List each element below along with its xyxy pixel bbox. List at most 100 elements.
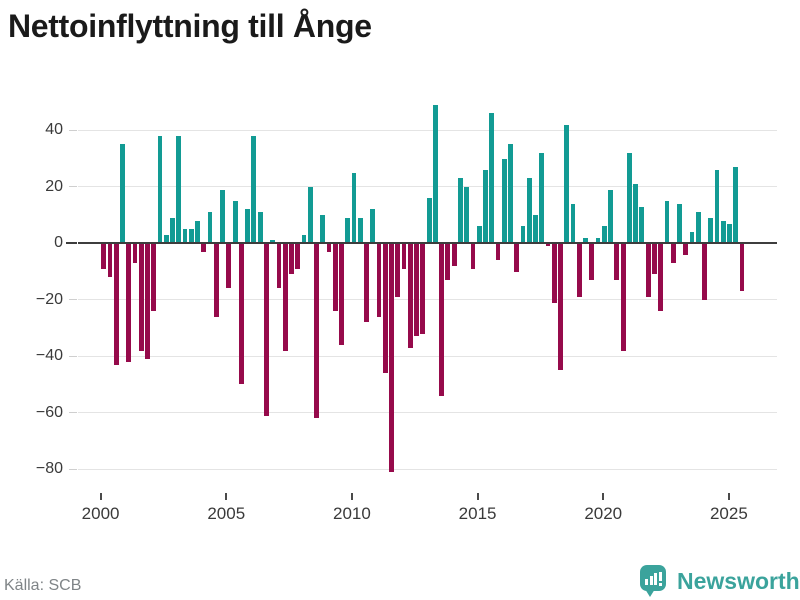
bar — [157, 136, 163, 244]
bar — [257, 212, 263, 244]
bar — [314, 243, 319, 419]
bar — [664, 200, 670, 244]
bar — [551, 243, 557, 303]
bar — [238, 243, 244, 385]
bar — [195, 220, 200, 244]
gridline — [78, 412, 777, 414]
bar — [264, 243, 269, 416]
bar — [626, 152, 632, 244]
bar — [514, 243, 520, 272]
bar — [226, 243, 232, 289]
bar — [126, 243, 132, 362]
bar — [576, 243, 582, 297]
bar — [445, 243, 451, 280]
bar — [401, 243, 407, 269]
source-label: Källa: SCB — [4, 577, 82, 594]
bar — [420, 243, 426, 334]
bar — [332, 243, 338, 312]
x-axis-tick — [727, 493, 730, 500]
bar — [683, 243, 689, 255]
bar — [113, 243, 119, 365]
bar — [307, 186, 313, 244]
bar — [245, 209, 251, 244]
bar — [670, 243, 676, 264]
gridline — [78, 468, 777, 470]
bar — [695, 212, 701, 244]
bar — [633, 184, 639, 244]
bar — [583, 237, 588, 244]
bar — [476, 226, 482, 244]
bar — [558, 243, 563, 371]
bar — [620, 243, 626, 351]
bar — [339, 243, 344, 345]
y-axis-tick — [69, 468, 77, 470]
bar — [151, 243, 157, 312]
bar — [382, 243, 388, 374]
zero-axis-line — [78, 242, 777, 245]
bar — [614, 243, 620, 280]
bar — [432, 104, 438, 244]
y-axis-label: 20 — [45, 177, 63, 195]
bar — [389, 243, 394, 472]
y-axis-label: −80 — [35, 460, 63, 478]
newsworthy-wordmark: Newsworthy — [677, 568, 800, 594]
y-axis-tick — [69, 355, 77, 357]
bar — [232, 200, 238, 244]
plot-area — [78, 85, 777, 492]
bar — [589, 243, 595, 280]
bar — [201, 243, 207, 252]
bar — [395, 243, 401, 297]
x-axis-tick — [350, 493, 353, 500]
x-axis-tick — [225, 493, 228, 500]
bar — [270, 240, 276, 244]
bar — [483, 169, 488, 244]
bar — [539, 152, 545, 244]
y-axis-tick — [69, 186, 77, 188]
x-axis-tick — [476, 493, 479, 500]
bar — [107, 243, 113, 278]
bar — [608, 189, 613, 244]
bar — [357, 217, 363, 244]
bar — [520, 226, 526, 244]
bar — [545, 243, 551, 247]
bar — [533, 215, 538, 244]
bar — [170, 217, 175, 244]
bar — [282, 243, 288, 351]
bar — [213, 243, 219, 317]
bar — [702, 243, 707, 300]
bar — [739, 243, 745, 292]
x-axis-label: 2005 — [207, 504, 246, 523]
bar — [276, 243, 282, 289]
bar — [101, 243, 107, 269]
bar — [489, 113, 495, 244]
bar — [733, 167, 739, 244]
x-axis-label: 2025 — [709, 504, 748, 523]
newsworthy-speech-bubble-chart-icon — [640, 565, 666, 591]
bar — [163, 234, 169, 244]
gridline — [78, 186, 777, 188]
bar — [364, 243, 369, 323]
y-axis-tick — [66, 242, 77, 245]
bar — [714, 169, 720, 244]
bar — [176, 136, 182, 244]
bar — [526, 178, 532, 244]
bar — [351, 172, 357, 244]
bar — [426, 198, 432, 244]
bar — [708, 217, 714, 244]
bar — [727, 223, 732, 244]
bar — [458, 178, 463, 244]
bar — [601, 226, 607, 244]
bar — [639, 206, 645, 244]
bar — [439, 243, 445, 396]
bar — [470, 243, 476, 269]
bar — [414, 243, 419, 337]
x-axis-tick — [602, 493, 605, 500]
gridline — [78, 129, 777, 131]
y-axis-tick — [69, 412, 77, 414]
bar — [345, 217, 351, 244]
bar — [495, 243, 501, 261]
bar — [295, 243, 301, 269]
y-axis-label: −40 — [35, 347, 63, 365]
bar — [320, 215, 326, 244]
